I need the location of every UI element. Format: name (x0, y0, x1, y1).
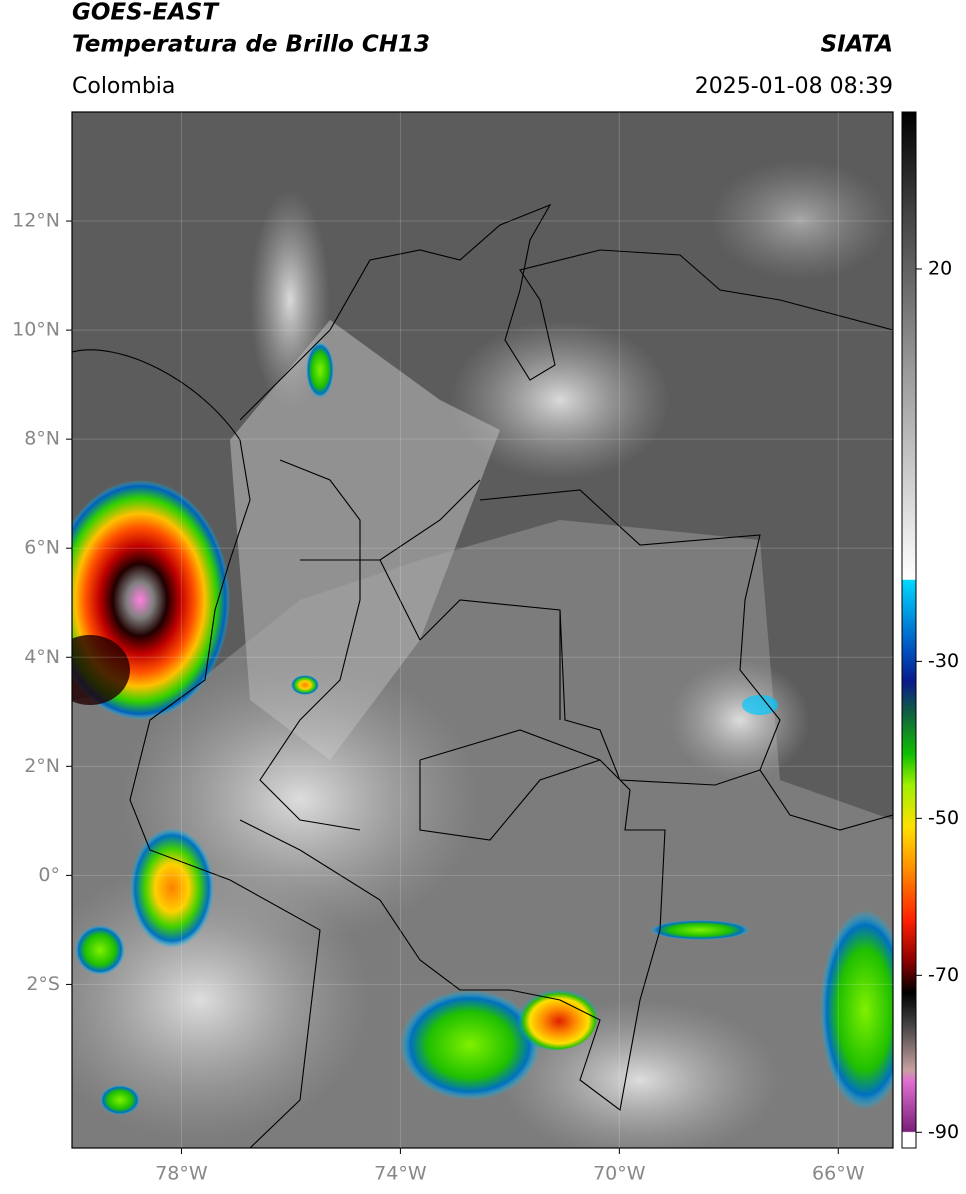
y-tick-label: 2°N (24, 755, 60, 777)
region-name: Colombia (72, 74, 175, 99)
x-tick-label: 66°W (812, 1163, 865, 1185)
x-tick-label: 74°W (374, 1163, 427, 1185)
y-tick-label: 4°N (24, 646, 60, 668)
y-tick-label: 8°N (24, 428, 60, 450)
source-name: SIATA (821, 32, 893, 58)
colorbar-tick-label: -70 (928, 964, 959, 986)
y-tick-label: 12°N (12, 210, 60, 232)
colorbar-tick-label: 20 (928, 257, 952, 279)
datetime: 2025-01-08 08:39 (695, 74, 893, 99)
y-tick-label: 6°N (24, 537, 60, 559)
map-frame (71, 111, 894, 1149)
colorbar-tick-label: -50 (928, 807, 959, 829)
y-tick-label: 10°N (12, 319, 60, 341)
y-tick-label: 2°S (26, 973, 60, 995)
colorbar-tick-label: -90 (928, 1121, 959, 1143)
x-tick-label: 78°W (155, 1163, 208, 1185)
x-tick-label: 70°W (593, 1163, 646, 1185)
colorbar (901, 111, 917, 1149)
satellite-image (72, 112, 893, 1148)
satellite-name: GOES-EAST (72, 0, 220, 26)
y-tick-label: 0° (38, 864, 60, 886)
colorbar-tick-label: -30 (928, 650, 959, 672)
product-name: Temperatura de Brillo CH13 (72, 32, 430, 58)
